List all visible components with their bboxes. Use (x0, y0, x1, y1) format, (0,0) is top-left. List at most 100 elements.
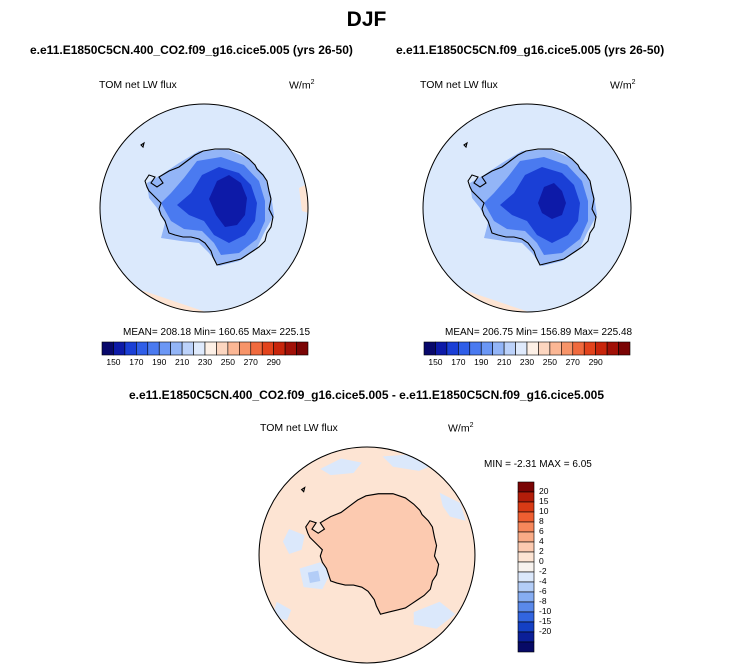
colorbar-tick-label: -20 (539, 626, 552, 636)
colorbar-swatch (261, 341, 274, 356)
colorbar-swatch (517, 551, 535, 563)
colorbar-tick-label: 210 (497, 357, 512, 367)
colorbar-swatch (618, 341, 631, 356)
colorbar-swatch (446, 341, 459, 356)
colorbar-tick-label: 230 (519, 357, 535, 367)
colorbar-swatch (503, 341, 516, 356)
diff-colorbar (517, 481, 535, 653)
colorbar-tick-label: -8 (539, 596, 547, 606)
colorbar-swatch (250, 341, 263, 356)
diff-panel-stats: MIN = -2.31 MAX = 6.05 (484, 459, 592, 470)
colorbar-swatch (480, 341, 493, 356)
colorbar-tick-label: 20 (539, 486, 549, 496)
colorbar-swatch (517, 601, 535, 613)
colorbar-swatch (216, 341, 229, 356)
panel-1-polar-map (99, 103, 309, 313)
colorbar-swatch (469, 341, 482, 356)
colorbar-swatch (181, 341, 194, 356)
colorbar-swatch (583, 341, 596, 356)
colorbar-tick-label: 290 (266, 357, 281, 367)
colorbar-swatch (515, 341, 528, 356)
colorbar-swatch (296, 341, 309, 356)
colorbar-swatch (147, 341, 160, 356)
colorbar-tick-label: 270 (565, 357, 580, 367)
colorbar-tick-label: 6 (539, 526, 544, 536)
colorbar-swatch (517, 531, 535, 543)
colorbar-swatch (170, 341, 183, 356)
colorbar-swatch (606, 341, 619, 356)
colorbar-tick-label: 170 (451, 357, 466, 367)
colorbar-swatch (284, 341, 297, 356)
colorbar-swatch (517, 571, 535, 583)
colorbar-swatch (517, 581, 535, 593)
colorbar-tick-label: 150 (106, 357, 121, 367)
colorbar-swatch (136, 341, 149, 356)
panel-2-units: W/m2 (610, 79, 636, 92)
colorbar-swatch (572, 341, 585, 356)
diff-panel-title: e.e11.E1850C5CN.400_CO2.f09_g16.cice5.00… (128, 388, 604, 402)
colorbar-swatch (517, 561, 535, 573)
panel-2-stats: MEAN= 206.75 Min= 156.89 Max= 225.48 (445, 327, 633, 338)
colorbar-swatch (517, 481, 535, 493)
colorbar-tick-label: -10 (539, 606, 552, 616)
colorbar-swatch (517, 501, 535, 513)
diff-panel-units: W/m2 (448, 422, 474, 435)
colorbar-tick-label: 210 (175, 357, 190, 367)
panel-2-variable: TOM net LW flux (420, 79, 498, 91)
colorbar-swatch (517, 631, 535, 643)
colorbar-tick-label: 170 (129, 357, 144, 367)
colorbar-tick-label: 270 (243, 357, 258, 367)
diff-panel-variable: TOM net LW flux (260, 422, 338, 434)
colorbar-swatch (517, 511, 535, 523)
colorbar-swatch (113, 341, 126, 356)
panel-1-colorbar (101, 341, 309, 356)
colorbar-swatch (549, 341, 562, 356)
panel-2-case-title: e.e11.E1850C5CN.f09_g16.cice5.005 (yrs 2… (396, 43, 665, 57)
panel-2-polar-map (422, 103, 632, 313)
colorbar-swatch (538, 341, 551, 356)
colorbar-swatch (158, 341, 171, 356)
colorbar-swatch (517, 621, 535, 633)
colorbar-swatch (204, 341, 217, 356)
colorbar-tick-label: 150 (428, 357, 443, 367)
colorbar-swatch (517, 641, 535, 653)
colorbar-tick-label: -4 (539, 576, 547, 586)
colorbar-swatch (517, 541, 535, 553)
diff-polar-map (258, 446, 476, 664)
colorbar-tick-label: -2 (539, 566, 547, 576)
colorbar-swatch (423, 341, 436, 356)
figure-title: DJF (346, 8, 387, 31)
colorbar-swatch (595, 341, 608, 356)
panel-2-colorbar (423, 341, 631, 356)
colorbar-tick-label: 10 (539, 506, 549, 516)
colorbar-swatch (124, 341, 137, 356)
colorbar-tick-label: -6 (539, 586, 547, 596)
colorbar-swatch (526, 341, 539, 356)
colorbar-swatch (561, 341, 574, 356)
colorbar-tick-label: 2 (539, 546, 544, 556)
colorbar-swatch (273, 341, 286, 356)
colorbar-swatch (517, 611, 535, 623)
panel-1-case-title: e.e11.E1850C5CN.400_CO2.f09_g16.cice5.00… (30, 43, 353, 57)
colorbar-tick-label: -15 (539, 616, 552, 626)
colorbar-tick-label: 15 (539, 496, 549, 506)
colorbar-tick-label: 230 (197, 357, 213, 367)
colorbar-tick-label: 250 (220, 357, 235, 367)
colorbar-swatch (517, 491, 535, 503)
panel-1-stats: MEAN= 208.18 Min= 160.65 Max= 225.15 (123, 327, 311, 338)
colorbar-swatch (227, 341, 240, 356)
colorbar-swatch (239, 341, 252, 356)
colorbar-tick-label: 190 (152, 357, 167, 367)
colorbar-swatch (517, 521, 535, 533)
colorbar-tick-label: 4 (539, 536, 544, 546)
colorbar-swatch (101, 341, 114, 356)
colorbar-swatch (458, 341, 471, 356)
colorbar-tick-label: 8 (539, 516, 544, 526)
colorbar-swatch (492, 341, 505, 356)
colorbar-swatch (435, 341, 448, 356)
panel-1-variable: TOM net LW flux (99, 79, 177, 91)
panel-1-units: W/m2 (289, 79, 315, 92)
colorbar-tick-label: 190 (474, 357, 489, 367)
colorbar-tick-label: 290 (588, 357, 603, 367)
colorbar-swatch (193, 341, 206, 356)
